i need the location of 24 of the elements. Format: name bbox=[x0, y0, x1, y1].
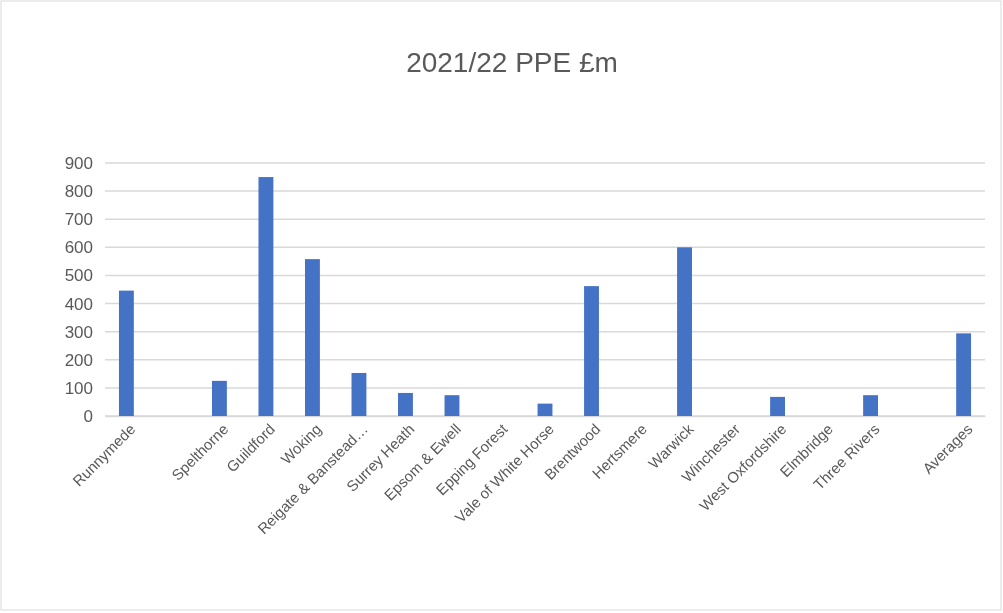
bar bbox=[537, 403, 553, 416]
bar bbox=[351, 372, 367, 416]
bar bbox=[211, 380, 227, 416]
bar bbox=[677, 247, 692, 416]
y-tick-label: 400 bbox=[64, 294, 93, 314]
y-tick-label: 200 bbox=[64, 350, 93, 370]
y-tick-label: 600 bbox=[64, 238, 93, 258]
y-tick-label: 0 bbox=[83, 406, 93, 426]
chart-title: 2021/22 PPE £m bbox=[406, 47, 618, 78]
bar bbox=[258, 177, 274, 416]
bar bbox=[118, 290, 134, 416]
y-tick-label: 500 bbox=[64, 266, 93, 286]
bar bbox=[863, 395, 879, 416]
y-tick-label: 700 bbox=[64, 210, 93, 230]
y-tick-label: 800 bbox=[64, 182, 93, 202]
y-tick-label: 900 bbox=[64, 153, 93, 173]
y-tick-label: 100 bbox=[64, 378, 93, 398]
bar bbox=[398, 392, 413, 416]
bar bbox=[584, 286, 599, 416]
bar bbox=[444, 395, 460, 416]
bar bbox=[305, 259, 320, 416]
y-tick-label: 300 bbox=[64, 322, 93, 342]
bar bbox=[956, 333, 972, 416]
bar bbox=[770, 396, 785, 416]
